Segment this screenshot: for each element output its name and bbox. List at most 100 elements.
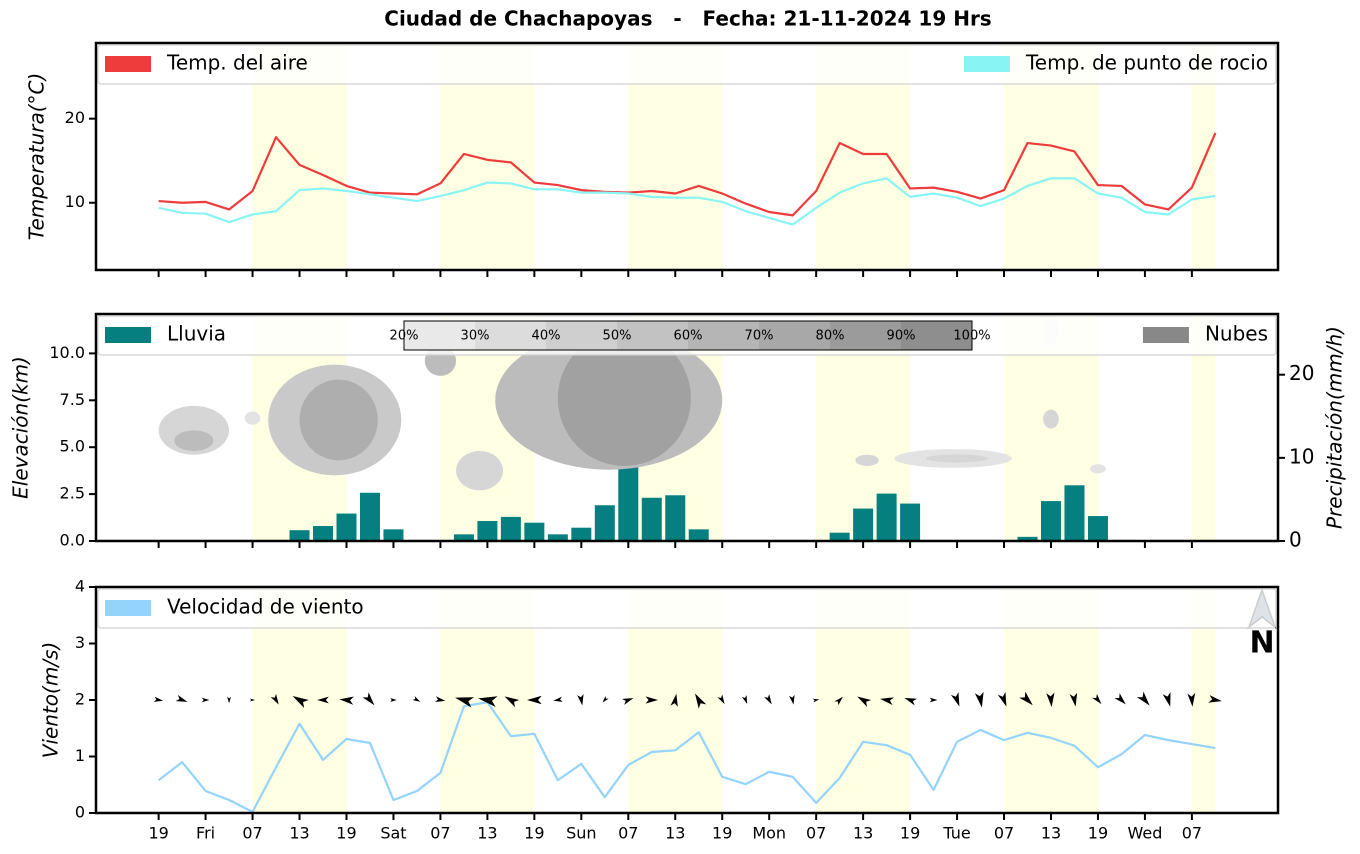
wind-arrow <box>974 691 984 708</box>
colorbar-segment <box>475 321 547 350</box>
daylight-band <box>1191 314 1216 541</box>
legend-swatch <box>105 327 151 343</box>
x-tick-label: 13 <box>853 824 873 843</box>
wind-arrow <box>694 693 707 709</box>
y-tick-label: 20 <box>65 108 85 127</box>
wind-arrow <box>741 695 748 705</box>
wind-arrow <box>764 694 772 705</box>
axes-frame <box>94 41 1280 272</box>
y-tick-label: 0.0 <box>60 531 85 550</box>
colorbar-segment <box>404 321 476 350</box>
legend-label: Nubes <box>1205 322 1268 346</box>
x-tick-label: 07 <box>994 824 1014 843</box>
colorbar-segment <box>901 321 973 350</box>
wind-arrow <box>227 696 232 704</box>
x-tick-label: Sat <box>380 824 406 843</box>
cloud <box>299 379 378 461</box>
legend-label: Temp. de punto de rocio <box>1025 51 1268 75</box>
x-tick-label: 19 <box>712 824 732 843</box>
wind-arrow <box>292 695 309 709</box>
legend-swatch <box>105 56 151 72</box>
wind-arrow <box>904 697 918 706</box>
wind-arrow <box>153 696 164 702</box>
y-tick-label: 10.0 <box>49 343 85 362</box>
legend-swatch <box>963 56 1010 72</box>
wind-arrow <box>577 693 584 706</box>
wind-arrow <box>834 696 843 706</box>
x-tick-label: 19 <box>900 824 920 843</box>
colorbar-frame <box>403 320 973 351</box>
wind-arrow <box>645 696 659 704</box>
wind-arrow <box>622 698 634 705</box>
wind-arrow <box>717 694 725 705</box>
wind-arrow <box>857 696 872 707</box>
y-axis-label: Viento(m/s) <box>39 642 63 759</box>
x-tick-label: 07 <box>242 824 262 843</box>
rain-bar <box>1017 536 1038 541</box>
cloud <box>244 411 261 425</box>
wind-arrow <box>412 696 421 702</box>
line <box>158 132 1217 217</box>
cloud <box>1090 464 1106 474</box>
legend-label: Velocidad de viento <box>167 595 364 619</box>
colorbar-segment <box>830 321 902 350</box>
rain-bar <box>359 492 380 541</box>
x-tick-label: Tue <box>942 824 970 843</box>
rain-bar <box>688 529 709 541</box>
x-tick-label: 19 <box>336 824 356 843</box>
y2-axis-label: Precipitación(mm/h) <box>1323 326 1347 529</box>
rain-bar <box>477 521 498 541</box>
wind-arrow <box>880 697 894 706</box>
line <box>158 177 1216 226</box>
wind-arrow <box>478 696 498 707</box>
legend-label: Temp. del aire <box>166 51 308 75</box>
colorbar-segment <box>617 321 689 350</box>
y-tick-label: 2 <box>75 690 85 709</box>
colorbar-label: 70% <box>745 329 774 344</box>
wind-arrow <box>1114 693 1126 705</box>
rain-bar <box>571 527 592 541</box>
axes-frame <box>94 312 1280 543</box>
y-tick-label: 5.0 <box>60 437 85 456</box>
rain-bar <box>665 495 686 541</box>
y-axis-label: Temperatura(°C) <box>25 73 49 241</box>
legend-swatch <box>105 600 151 616</box>
y2-tick-label: 10 <box>1289 444 1314 468</box>
wind-arrow <box>390 698 397 702</box>
wind-arrow <box>997 692 1007 707</box>
rain-bar <box>641 497 662 541</box>
wind-arrow <box>789 694 795 705</box>
colorbar-segment <box>688 321 760 350</box>
x-tick-label: 13 <box>289 824 309 843</box>
colorbar-label: 100% <box>953 329 990 344</box>
rain-bar <box>594 505 615 541</box>
wind-arrow <box>339 696 354 705</box>
legend-box <box>97 588 1277 629</box>
cloud <box>456 450 504 491</box>
wind-arrow <box>362 692 375 706</box>
wind-arrow <box>812 698 820 703</box>
x-tick-label: 07 <box>618 824 638 843</box>
colorbar-label: 90% <box>887 329 916 344</box>
colorbar-label: 20% <box>390 329 419 344</box>
y-tick-label: 7.5 <box>60 390 85 409</box>
colorbar-segment <box>546 321 618 350</box>
cloud <box>855 454 879 466</box>
colorbar-label: 50% <box>603 329 632 344</box>
y-axis-label: Elevación(km) <box>9 356 33 499</box>
x-tick-label: Mon <box>752 824 786 843</box>
daylight-band <box>1191 43 1216 270</box>
wind-arrow <box>1046 692 1055 708</box>
y-tick-label: 3 <box>75 633 85 652</box>
chart-title: Ciudad de Chachapoyas - Fecha: 21-11-202… <box>384 7 991 31</box>
wind-arrow <box>270 693 279 705</box>
wind-arrow <box>317 696 329 704</box>
rain-bar <box>453 534 474 541</box>
wind-arrow <box>455 697 475 708</box>
rain-bar <box>876 493 897 541</box>
wind-arrow <box>602 696 609 703</box>
rain-bar <box>1064 485 1085 541</box>
daylight-band <box>1191 587 1216 813</box>
cloud <box>1043 409 1059 429</box>
